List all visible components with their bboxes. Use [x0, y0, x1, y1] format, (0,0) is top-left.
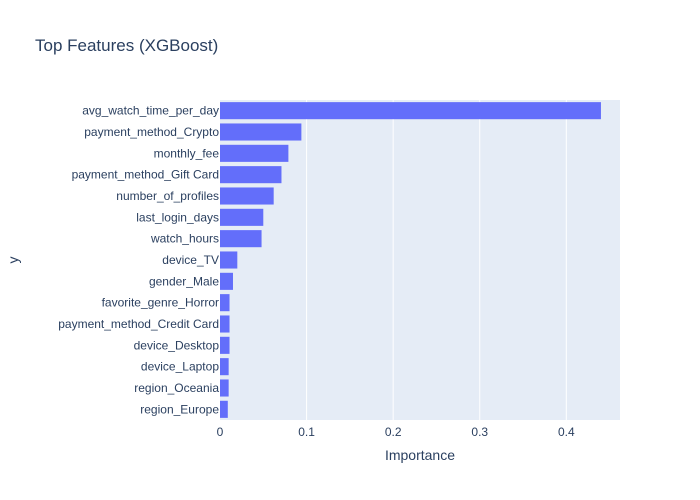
y-tick-label: region_Oceania	[134, 381, 219, 395]
bar	[220, 400, 228, 418]
chart-title: Top Features (XGBoost)	[35, 36, 218, 55]
bar	[220, 336, 230, 354]
bar	[220, 315, 230, 333]
bar	[220, 251, 238, 269]
y-tick-label: monthly_fee	[154, 146, 220, 160]
bar	[220, 102, 601, 120]
x-tick-labels: 0 0.1 0.2 0.3 0.4	[217, 425, 575, 439]
y-tick-label: gender_Male	[149, 274, 219, 288]
gridlines	[306, 100, 567, 420]
x-tick-label: 0.1	[298, 425, 315, 439]
y-tick-label: last_login_days	[136, 210, 219, 224]
x-tick-label: 0.4	[558, 425, 575, 439]
bar	[220, 123, 302, 141]
y-tick-label: device_TV	[162, 253, 219, 267]
bar	[220, 187, 274, 205]
bar	[220, 230, 262, 248]
y-tick-labels: avg_watch_time_per_day payment_method_Cry…	[58, 104, 219, 417]
bar	[220, 358, 229, 376]
y-tick-label: favorite_genre_Horror	[102, 296, 219, 310]
bar	[220, 379, 229, 397]
bar	[220, 144, 289, 162]
y-tick-label: avg_watch_time_per_day	[82, 104, 219, 118]
bars	[220, 102, 601, 418]
y-tick-label: device_Laptop	[141, 360, 219, 374]
y-tick-label: payment_method_Gift Card	[72, 168, 219, 182]
y-axis-title: y	[5, 257, 21, 264]
bar	[220, 166, 282, 184]
bar	[220, 208, 264, 226]
bar	[220, 294, 230, 312]
y-tick-label: watch_hours	[150, 232, 219, 246]
bar	[220, 272, 233, 290]
y-tick-label: number_of_profiles	[116, 189, 219, 203]
y-tick-label: region_Europe	[140, 402, 219, 416]
y-tick-label: device_Desktop	[134, 338, 220, 352]
y-tick-label: payment_method_Credit Card	[58, 317, 219, 331]
x-axis-title: Importance	[385, 447, 455, 463]
y-tick-label: payment_method_Crypto	[84, 125, 219, 139]
x-tick-label: 0.2	[385, 425, 402, 439]
x-tick-label: 0.3	[471, 425, 488, 439]
x-tick-label: 0	[217, 425, 224, 439]
